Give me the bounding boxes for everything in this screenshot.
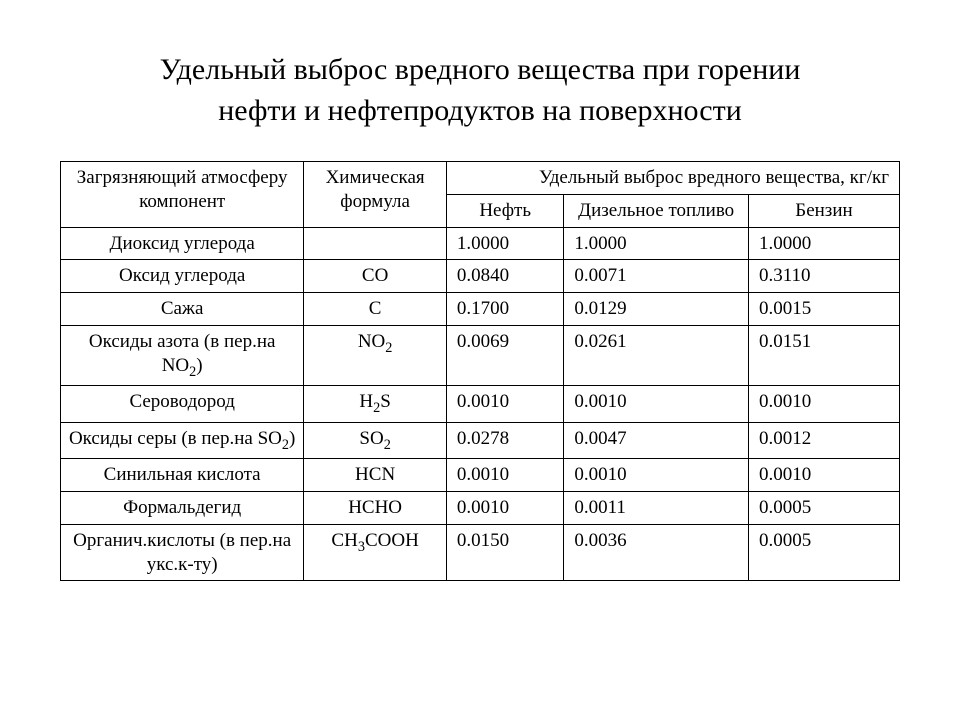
cell-neft: 0.0010 <box>446 459 563 492</box>
table-body: Диоксид углерода1.00001.00001.0000Оксид … <box>61 227 900 581</box>
cell-formula: HCN <box>304 459 447 492</box>
table-row: Диоксид углерода1.00001.00001.0000 <box>61 227 900 260</box>
cell-neft: 0.0150 <box>446 524 563 581</box>
cell-formula <box>304 227 447 260</box>
table-header: Загрязняющий атмосферу компонент Химичес… <box>61 162 900 228</box>
col-header-emission: Удельный выброс вредного вещества, кг/кг <box>446 162 899 195</box>
cell-component: Оксиды азота (в пер.на NO2) <box>61 325 304 385</box>
cell-neft: 0.0278 <box>446 422 563 459</box>
cell-diesel: 0.0010 <box>564 386 749 423</box>
cell-diesel: 1.0000 <box>564 227 749 260</box>
table-header-row-1: Загрязняющий атмосферу компонент Химичес… <box>61 162 900 195</box>
cell-benzin: 0.0012 <box>748 422 899 459</box>
cell-benzin: 0.0010 <box>748 386 899 423</box>
cell-diesel: 0.0011 <box>564 492 749 525</box>
table-row: СероводородH2S0.00100.00100.0010 <box>61 386 900 423</box>
title-line-2: нефти и нефтепродуктов на поверхности <box>218 94 742 127</box>
page: Удельный выброс вредного вещества при го… <box>0 0 960 621</box>
cell-diesel: 0.0036 <box>564 524 749 581</box>
cell-neft: 0.0840 <box>446 260 563 293</box>
cell-benzin: 0.0015 <box>748 293 899 326</box>
table-row: СажаC0.17000.01290.0015 <box>61 293 900 326</box>
cell-component: Органич.кислоты (в пер.на укс.к-ту) <box>61 524 304 581</box>
table-row: ФормальдегидHCHO0.00100.00110.0005 <box>61 492 900 525</box>
cell-neft: 1.0000 <box>446 227 563 260</box>
cell-component: Сажа <box>61 293 304 326</box>
cell-component: Диоксид углерода <box>61 227 304 260</box>
cell-formula: HCHO <box>304 492 447 525</box>
cell-neft: 0.1700 <box>446 293 563 326</box>
cell-component: Оксиды серы (в пер.на SO2) <box>61 422 304 459</box>
col-header-component: Загрязняющий атмосферу компонент <box>61 162 304 228</box>
cell-component: Сероводород <box>61 386 304 423</box>
cell-neft: 0.0010 <box>446 492 563 525</box>
table-row: Оксиды азота (в пер.на NO2)NO20.00690.02… <box>61 325 900 385</box>
cell-component: Синильная кислота <box>61 459 304 492</box>
table-row: Синильная кислотаHCN0.00100.00100.0010 <box>61 459 900 492</box>
cell-diesel: 0.0129 <box>564 293 749 326</box>
cell-benzin: 0.0010 <box>748 459 899 492</box>
cell-benzin: 0.0005 <box>748 492 899 525</box>
cell-diesel: 0.0010 <box>564 459 749 492</box>
cell-component: Формальдегид <box>61 492 304 525</box>
col-header-neft: Нефть <box>446 194 563 227</box>
cell-benzin: 0.3110 <box>748 260 899 293</box>
cell-formula: H2S <box>304 386 447 423</box>
title-line-1: Удельный выброс вредного вещества при го… <box>160 53 801 86</box>
col-header-benzin: Бензин <box>748 194 899 227</box>
table-row: Оксид углеродаCO0.08400.00710.3110 <box>61 260 900 293</box>
cell-neft: 0.0010 <box>446 386 563 423</box>
table-row: Оксиды серы (в пер.на SO2)SO20.02780.004… <box>61 422 900 459</box>
cell-benzin: 0.0005 <box>748 524 899 581</box>
cell-formula: SO2 <box>304 422 447 459</box>
col-header-diesel: Дизельное топливо <box>564 194 749 227</box>
cell-formula: CH3COOH <box>304 524 447 581</box>
cell-component: Оксид углерода <box>61 260 304 293</box>
cell-benzin: 0.0151 <box>748 325 899 385</box>
page-title: Удельный выброс вредного вещества при го… <box>60 50 900 131</box>
table-row: Органич.кислоты (в пер.на укс.к-ту)CH3CO… <box>61 524 900 581</box>
cell-diesel: 0.0047 <box>564 422 749 459</box>
emissions-table: Загрязняющий атмосферу компонент Химичес… <box>60 161 900 581</box>
cell-formula: C <box>304 293 447 326</box>
cell-formula: NO2 <box>304 325 447 385</box>
cell-diesel: 0.0261 <box>564 325 749 385</box>
cell-formula: CO <box>304 260 447 293</box>
cell-neft: 0.0069 <box>446 325 563 385</box>
cell-benzin: 1.0000 <box>748 227 899 260</box>
cell-diesel: 0.0071 <box>564 260 749 293</box>
col-header-formula: Химическая формула <box>304 162 447 228</box>
